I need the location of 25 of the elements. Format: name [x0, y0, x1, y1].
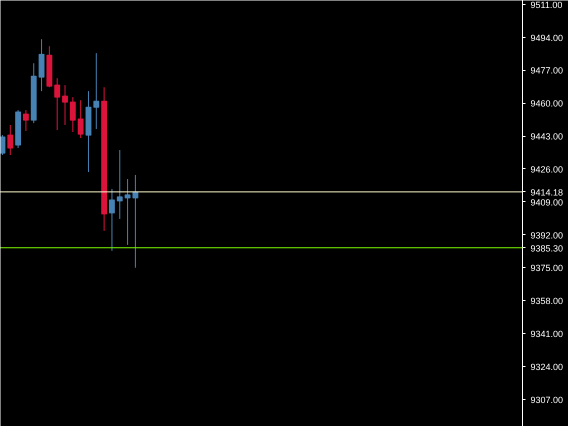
- candlestick: [116, 149, 123, 220]
- y-tick-label: 9307.00: [530, 394, 564, 405]
- candlestick: [54, 78, 60, 131]
- candlestick: [22, 110, 29, 132]
- y-tick-label: 9511.00: [530, 0, 562, 10]
- candlestick: [0, 134, 6, 156]
- y-tick-label: 9460.00: [530, 98, 564, 109]
- candlestick: [109, 188, 115, 252]
- y-tick-label: 9341.00: [530, 329, 564, 340]
- y-tick-label: 9494.00: [530, 32, 564, 43]
- y-tick-label: 9358.00: [530, 296, 564, 306]
- y-tick-label: 9392.00: [530, 230, 564, 240]
- y-tick-label: 9324.00: [530, 362, 564, 372]
- candlestick: [38, 38, 44, 92]
- candlestick: [93, 52, 100, 130]
- y-tick-label: 9409.00: [530, 197, 564, 208]
- y-tick-label: 9426.00: [530, 164, 564, 174]
- candlestick: [124, 178, 131, 246]
- candlestick: [7, 124, 14, 156]
- y-tick-label: 9375.00: [530, 263, 564, 274]
- y-tick-label: 9477.00: [530, 66, 564, 76]
- ref-line-label: 9414.18: [530, 187, 564, 198]
- y-tick-label: 9443.00: [530, 132, 564, 142]
- candlestick: [62, 84, 68, 126]
- ref-line-label: 9385.30: [530, 243, 564, 254]
